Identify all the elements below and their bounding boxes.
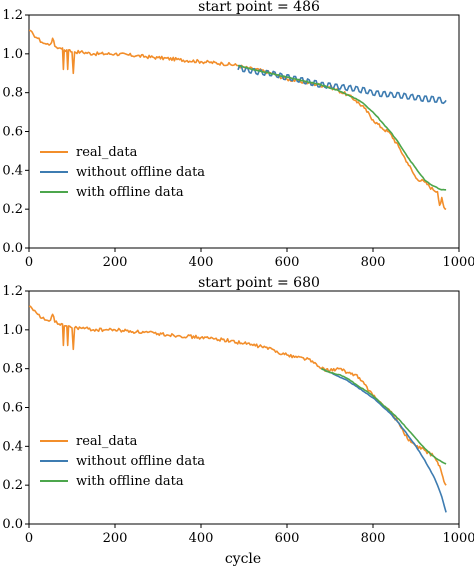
chart-title: start point = 680 bbox=[198, 275, 320, 291]
y-tick-label: 1.2 bbox=[2, 8, 23, 23]
x-tick-label: 400 bbox=[189, 531, 214, 546]
x-tick-label: 600 bbox=[275, 255, 300, 270]
chart-title: start point = 486 bbox=[198, 0, 320, 15]
legend-label: real_data bbox=[76, 434, 138, 449]
x-tick-label: 0 bbox=[25, 255, 33, 270]
legend-label: with offline data bbox=[76, 185, 184, 200]
y-tick-label: 0.6 bbox=[2, 125, 23, 140]
y-tick-label: 0.8 bbox=[2, 86, 23, 101]
x-tick-label: 800 bbox=[361, 531, 386, 546]
x-tick-label: 1000 bbox=[442, 255, 474, 270]
legend-label: without offline data bbox=[76, 165, 205, 180]
x-tick-label: 0 bbox=[25, 531, 33, 546]
x-axis-label: cycle bbox=[225, 551, 261, 567]
series-line-with-offline-data bbox=[321, 367, 447, 465]
y-tick-label: 0.0 bbox=[2, 517, 23, 532]
panel-top: start point = 486 0 200 400 600 800 1000 0.0 0.2… bbox=[2, 0, 474, 270]
y-tick-label: 0.4 bbox=[2, 439, 23, 454]
x-tick-label: 600 bbox=[275, 531, 300, 546]
y-tick-label: 0.2 bbox=[2, 202, 23, 217]
y-tick-label: 1.0 bbox=[2, 47, 23, 62]
x-tick-label: 200 bbox=[103, 255, 128, 270]
plot-frame bbox=[28, 290, 460, 525]
y-tick-label: 1.0 bbox=[2, 323, 23, 338]
x-tick-label: 200 bbox=[103, 531, 128, 546]
x-tick-label: 400 bbox=[189, 255, 214, 270]
series-line-without-offline-data bbox=[321, 367, 447, 513]
series-line-with-offline-data bbox=[237, 64, 447, 191]
legend-label: real_data bbox=[76, 145, 138, 160]
y-tick-label: 0.8 bbox=[2, 362, 23, 377]
y-tick-label: 0.6 bbox=[2, 401, 23, 416]
y-tick-label: 0.4 bbox=[2, 163, 23, 178]
legend-label: without offline data bbox=[76, 454, 205, 469]
y-tick-label: 0.2 bbox=[2, 478, 23, 493]
plot-frame bbox=[28, 14, 460, 249]
panel-bottom: start point = 680 0 200 400 600 800 1000 0.0 0.2… bbox=[2, 275, 474, 546]
y-tick-label: 0.0 bbox=[2, 241, 23, 256]
y-tick-label: 1.2 bbox=[2, 284, 23, 299]
x-tick-label: 800 bbox=[361, 255, 386, 270]
x-tick-label: 1000 bbox=[442, 531, 474, 546]
series-line-real-data bbox=[29, 29, 447, 210]
legend-label: with offline data bbox=[76, 474, 184, 489]
